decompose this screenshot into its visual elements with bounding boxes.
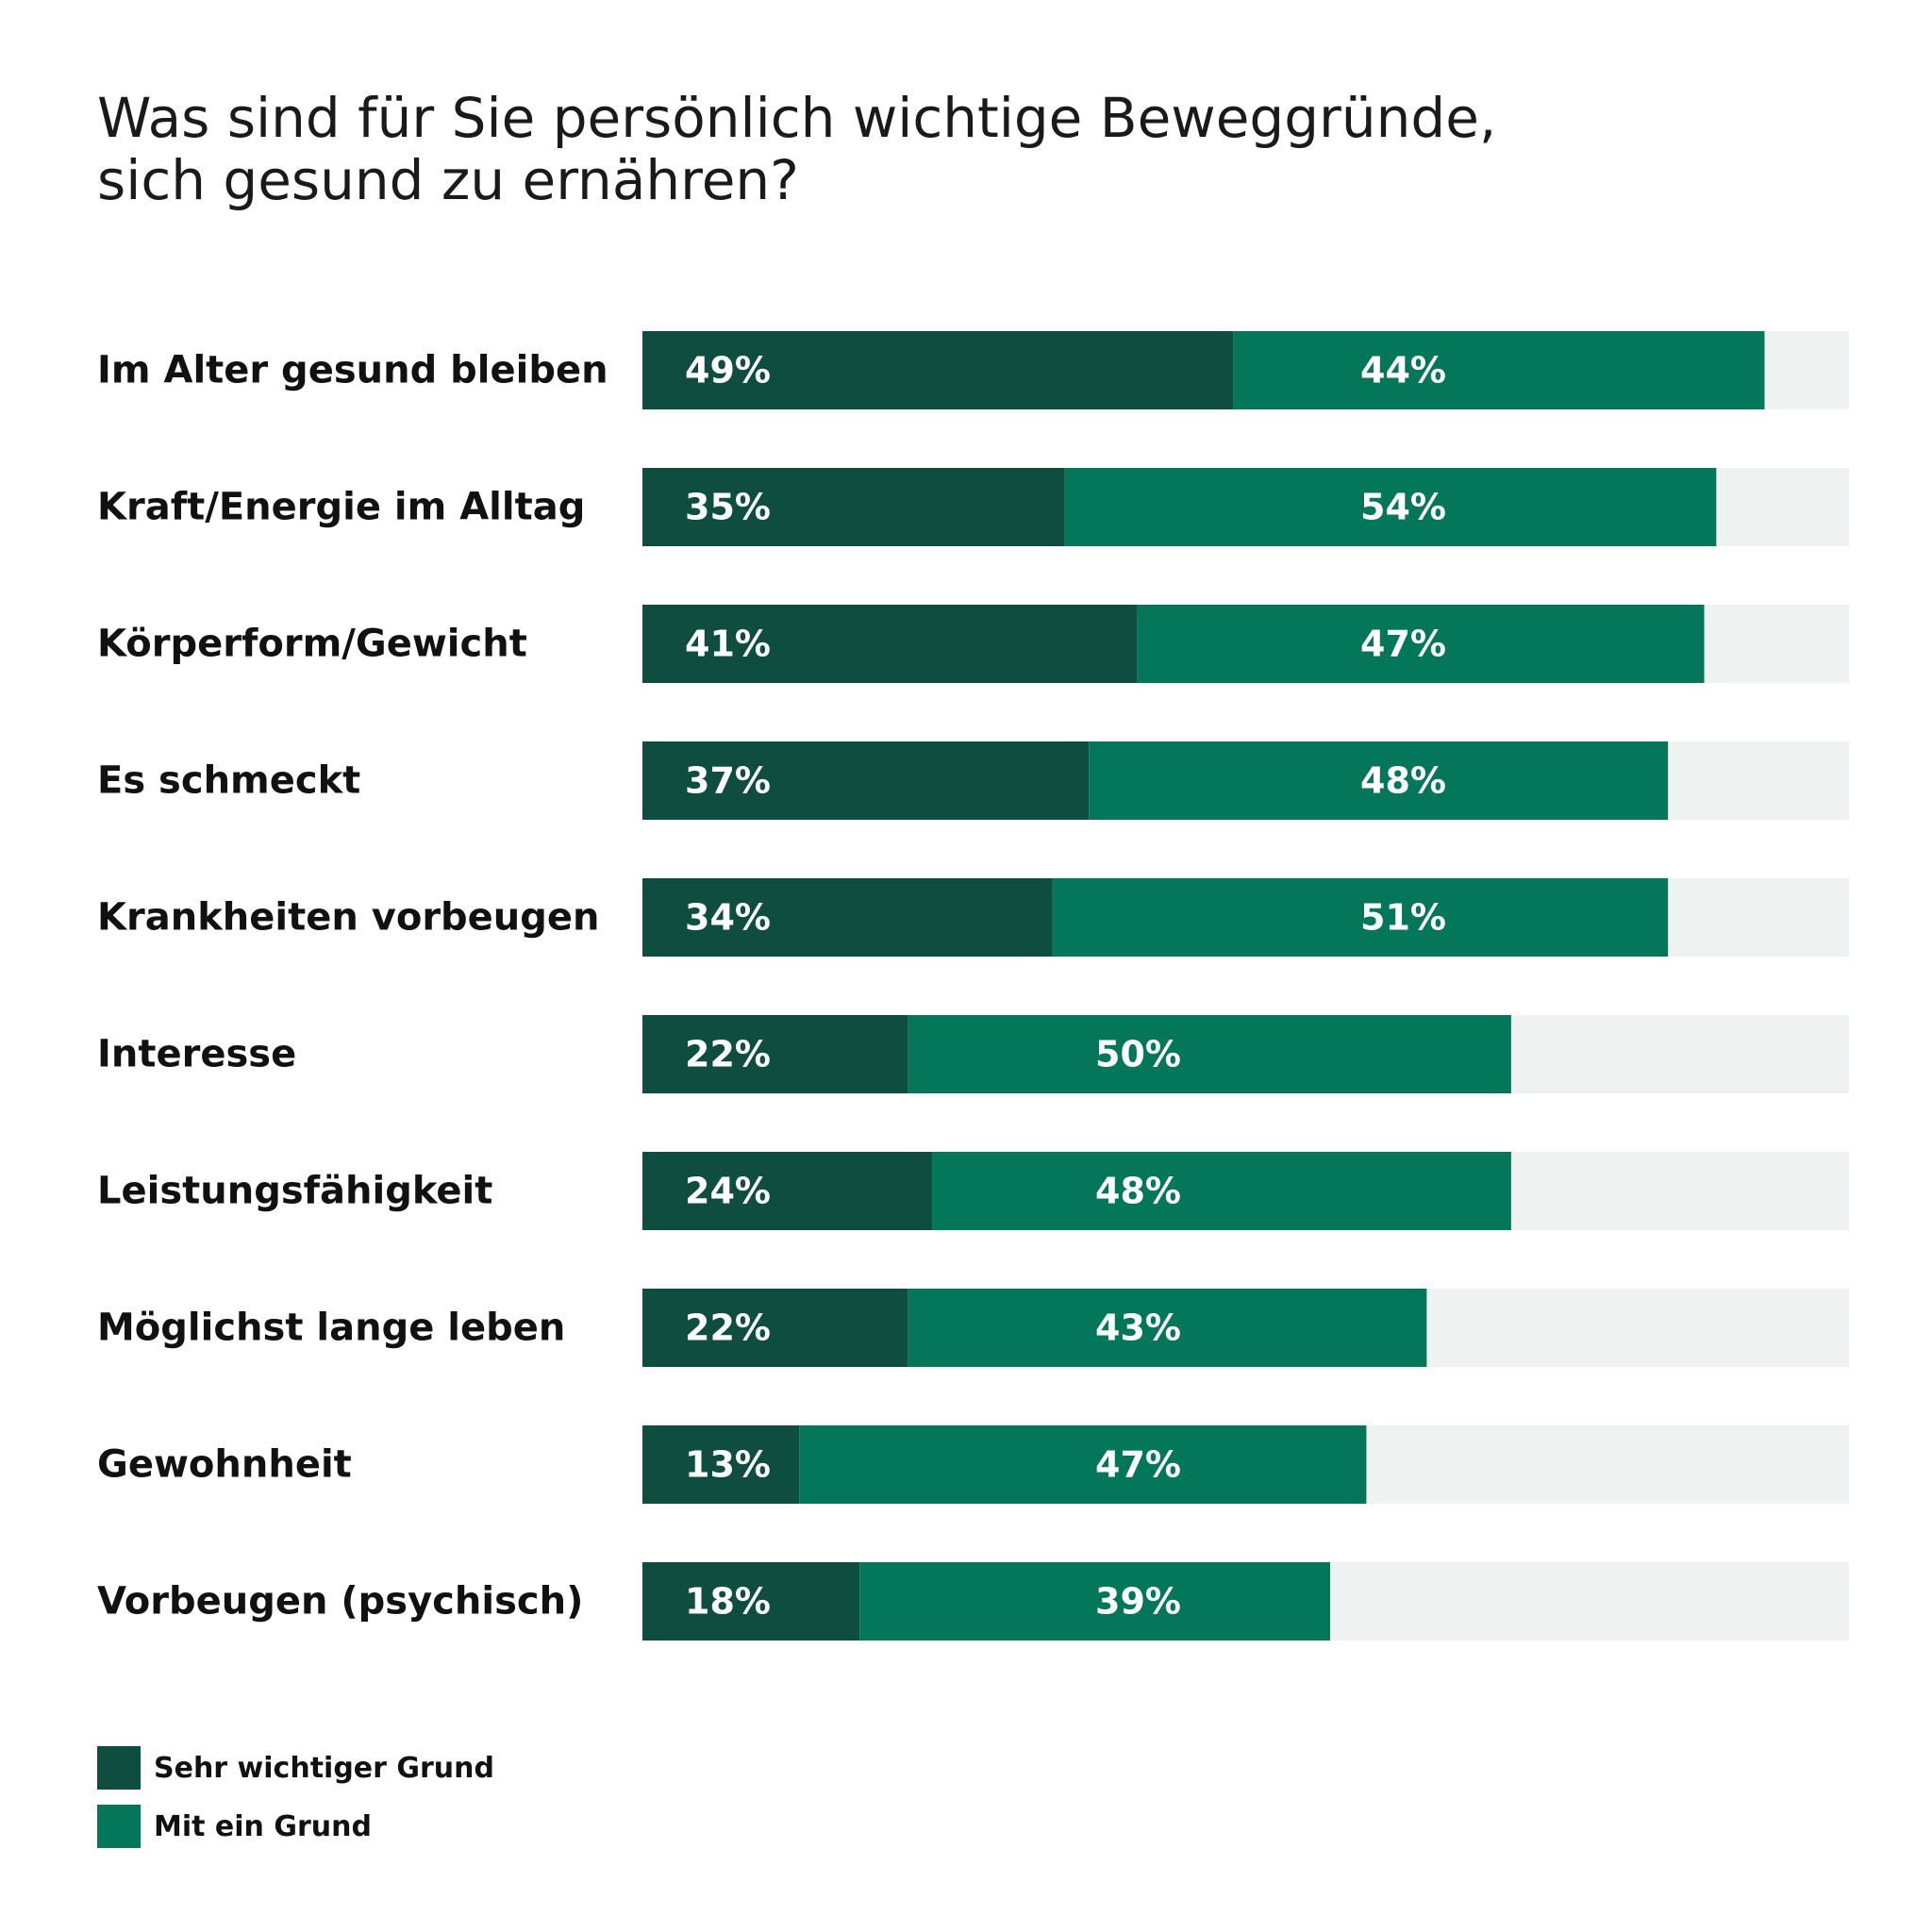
- category-label: Leistungsfähigkeit: [97, 1170, 492, 1213]
- bar-row-koerperform-gewicht: Körperform/Gewicht 41% 47%: [97, 605, 1849, 683]
- data-label-sehr-wichtiger-grund: 18%: [685, 1581, 771, 1623]
- chart-title-line-2: sich gesund zu ernähren?: [97, 148, 799, 212]
- category-label: Vorbeugen (psychisch): [97, 1580, 583, 1624]
- bar-row-es-schmeckt: Es schmeckt 37% 48%: [97, 741, 1849, 820]
- data-label-mit-ein-grund: 48%: [1360, 760, 1446, 802]
- category-label: Gewohnheit: [97, 1443, 352, 1487]
- legend: Sehr wichtiger Grund Mit ein Grund: [97, 1746, 494, 1863]
- bar-segment-mit-ein-grund: [799, 1425, 1367, 1504]
- legend-swatch-sehr-wichtiger-grund: [97, 1746, 141, 1790]
- bar-segment-mit-ein-grund: [931, 1152, 1511, 1230]
- bar-row-gewohnheit: Gewohnheit 13% 47%: [97, 1425, 1849, 1504]
- legend-item-sehr-wichtiger-grund: Sehr wichtiger Grund: [97, 1746, 494, 1790]
- bar-segment-mit-ein-grund: [1233, 331, 1765, 409]
- bar-row-moeglichst-lange-leben: Möglichst lange leben 22% 43%: [97, 1289, 1849, 1367]
- legend-label-mit-ein-grund: Mit ein Grund: [154, 1809, 372, 1843]
- legend-swatch-mit-ein-grund: [97, 1805, 141, 1848]
- chart-title: Was sind für Sie persönlich wichtige Bew…: [97, 87, 1512, 211]
- category-label: Krankheiten vorbeugen: [97, 896, 600, 940]
- bar-row-leistungsfaehigkeit: Leistungsfähigkeit 24% 48%: [97, 1152, 1849, 1230]
- bar-segment-sehr-wichtiger-grund: [642, 1289, 908, 1367]
- bar-segment-sehr-wichtiger-grund: [642, 1562, 860, 1641]
- data-label-sehr-wichtiger-grund: 49%: [685, 350, 771, 391]
- data-label-mit-ein-grund: 51%: [1360, 897, 1446, 939]
- bar-segment-sehr-wichtiger-grund: [642, 1152, 932, 1230]
- data-label-sehr-wichtiger-grund: 24%: [685, 1171, 771, 1212]
- bar-segment-sehr-wichtiger-grund: [642, 741, 1090, 820]
- bar-row-im-alter-gesund-bleiben: Im Alter gesund bleiben 49% 44%: [97, 331, 1849, 409]
- category-label: Interesse: [97, 1033, 296, 1076]
- bar-row-krankheiten-vorbeugen: Krankheiten vorbeugen 34% 51%: [97, 878, 1849, 957]
- bar-row-interesse: Interesse 22% 50%: [97, 1015, 1849, 1093]
- bar-segment-mit-ein-grund: [859, 1562, 1331, 1641]
- data-label-mit-ein-grund: 54%: [1360, 487, 1446, 528]
- bar-row-vorbeugen-psychisch: Vorbeugen (psychisch) 18% 39%: [97, 1562, 1849, 1641]
- bar-segment-sehr-wichtiger-grund: [642, 1425, 800, 1504]
- data-label-mit-ein-grund: 47%: [1360, 624, 1446, 665]
- data-label-mit-ein-grund: 43%: [1095, 1307, 1181, 1349]
- bar-segment-mit-ein-grund: [1064, 468, 1717, 546]
- bar-row-kraft-energie-im-alltag: Kraft/Energie im Alltag 35% 54%: [97, 468, 1849, 546]
- data-label-sehr-wichtiger-grund: 13%: [685, 1444, 771, 1486]
- legend-label-sehr-wichtiger-grund: Sehr wichtiger Grund: [154, 1751, 494, 1785]
- data-label-sehr-wichtiger-grund: 22%: [685, 1307, 771, 1349]
- bar-segment-mit-ein-grund: [908, 1289, 1427, 1367]
- bar-segment-sehr-wichtiger-grund: [642, 878, 1053, 957]
- bar-segment-sehr-wichtiger-grund: [642, 605, 1138, 683]
- bar-segment-mit-ein-grund: [1137, 605, 1705, 683]
- category-label: Im Alter gesund bleiben: [97, 349, 608, 392]
- legend-item-mit-ein-grund: Mit ein Grund: [97, 1805, 494, 1848]
- category-label: Möglichst lange leben: [97, 1307, 565, 1350]
- category-label: Es schmeckt: [97, 759, 360, 803]
- bar-segment-mit-ein-grund: [908, 1015, 1511, 1093]
- data-label-sehr-wichtiger-grund: 22%: [685, 1034, 771, 1075]
- data-label-mit-ein-grund: 39%: [1095, 1581, 1181, 1623]
- bar-segment-sehr-wichtiger-grund: [642, 1015, 908, 1093]
- data-label-mit-ein-grund: 50%: [1095, 1034, 1181, 1075]
- data-label-mit-ein-grund: 48%: [1095, 1171, 1181, 1212]
- category-label: Kraft/Energie im Alltag: [97, 486, 585, 529]
- bar-segment-sehr-wichtiger-grund: [642, 468, 1065, 546]
- bar-segment-mit-ein-grund: [1089, 741, 1669, 820]
- chart-title-line-1: Was sind für Sie persönlich wichtige Bew…: [97, 86, 1497, 150]
- data-label-sehr-wichtiger-grund: 34%: [685, 897, 771, 939]
- data-label-mit-ein-grund: 47%: [1095, 1444, 1181, 1486]
- category-label: Körperform/Gewicht: [97, 623, 527, 666]
- bar-segment-mit-ein-grund: [1052, 878, 1669, 957]
- data-label-sehr-wichtiger-grund: 41%: [685, 624, 771, 665]
- data-label-mit-ein-grund: 44%: [1360, 350, 1446, 391]
- data-label-sehr-wichtiger-grund: 37%: [685, 760, 771, 802]
- data-label-sehr-wichtiger-grund: 35%: [685, 487, 771, 528]
- bar-segment-sehr-wichtiger-grund: [642, 331, 1234, 409]
